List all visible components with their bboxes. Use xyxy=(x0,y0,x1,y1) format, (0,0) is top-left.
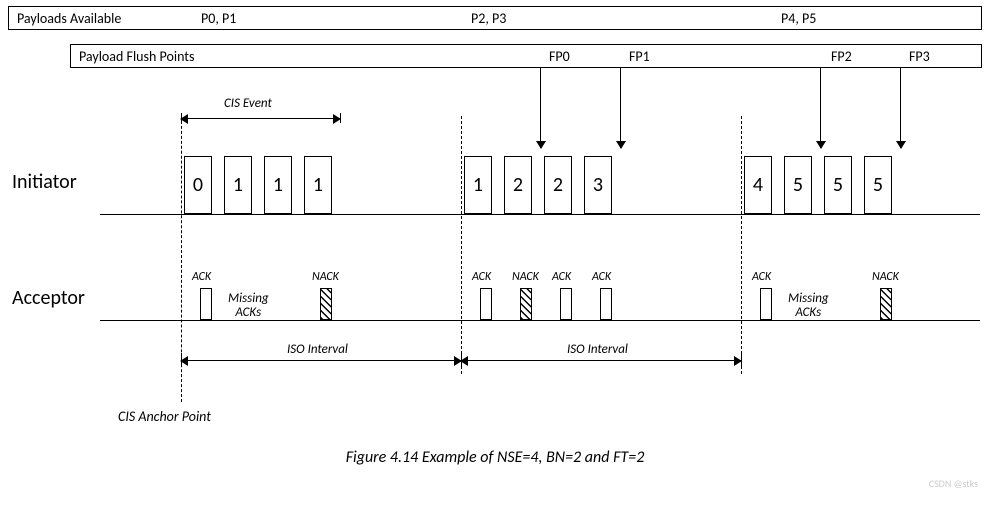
initiator-slot-1-2: 2 xyxy=(544,156,572,214)
flush-arrow-2 xyxy=(820,68,821,148)
cis-anchor-label: CIS Anchor Point xyxy=(118,408,211,425)
initiator-slot-0-3: 1 xyxy=(304,156,332,214)
flush-arrow-3 xyxy=(900,68,901,148)
watermark: CSDN @stks xyxy=(929,477,978,490)
acceptor-mini-label-2-0: ACK xyxy=(752,270,771,284)
initiator-slot-2-2: 5 xyxy=(824,156,852,214)
flush-points-label: Payload Flush Points xyxy=(79,48,194,65)
acceptor-mini-label-1-3: ACK xyxy=(592,270,611,284)
iso-interval-arrow-1 xyxy=(461,360,741,361)
acceptor-mini-1-1 xyxy=(520,288,532,320)
acceptor-mini-label-1-1: NACK xyxy=(512,270,539,284)
flush-arrow-0 xyxy=(540,68,541,148)
initiator-slot-2-1: 5 xyxy=(784,156,812,214)
acceptor-mini-0-1 xyxy=(320,288,332,320)
initiator-baseline xyxy=(100,214,980,215)
acceptor-mini-2-0 xyxy=(760,288,772,320)
acceptor-mini-label-0-1: NACK xyxy=(312,270,339,284)
acceptor-label: Acceptor xyxy=(12,286,85,310)
initiator-slot-2-3: 5 xyxy=(864,156,892,214)
flush-point-fp3: FP3 xyxy=(909,48,930,65)
iso-interval-label-0: ISO Interval xyxy=(287,342,348,357)
acceptor-mini-label-2-1: NACK xyxy=(872,270,899,284)
acceptor-mini-1-3 xyxy=(600,288,612,320)
iso-tick-1-1 xyxy=(741,353,742,367)
payloads-group-1: P2, P3 xyxy=(471,10,506,27)
flush-point-fp0: FP0 xyxy=(549,48,570,65)
event-boundary-1 xyxy=(461,116,462,374)
initiator-slot-0-2: 1 xyxy=(264,156,292,214)
iso-interval-label-1: ISO Interval xyxy=(567,342,628,357)
missing-acks-2: MissingACKs xyxy=(788,292,829,321)
acceptor-mini-0-0 xyxy=(200,288,212,320)
acceptor-mini-label-1-0: ACK xyxy=(472,270,491,284)
flush-point-fp2: FP2 xyxy=(831,48,852,65)
acceptor-mini-2-1 xyxy=(880,288,892,320)
iso-tick-0-0 xyxy=(181,353,182,367)
initiator-slot-0-1: 1 xyxy=(224,156,252,214)
cis-event-label: CIS Event xyxy=(224,96,272,111)
flush-points-bar: Payload Flush Points FP0 FP1 FP2 FP3 xyxy=(70,44,982,68)
initiator-slot-2-0: 4 xyxy=(744,156,772,214)
initiator-label: Initiator xyxy=(12,170,77,194)
acceptor-mini-label-0-0: ACK xyxy=(192,270,211,284)
figure-caption: Figure 4.14 Example of NSE=4, BN=2 and F… xyxy=(0,448,990,467)
initiator-slot-1-3: 3 xyxy=(584,156,612,214)
flush-arrow-1 xyxy=(620,68,621,148)
acceptor-mini-1-2 xyxy=(560,288,572,320)
acceptor-mini-label-1-2: ACK xyxy=(552,270,571,284)
missing-acks-0: MissingACKs xyxy=(228,292,269,321)
event-boundary-2 xyxy=(741,116,742,374)
cis-event-tick-right xyxy=(340,113,341,123)
acceptor-mini-1-0 xyxy=(480,288,492,320)
initiator-slot-1-1: 2 xyxy=(504,156,532,214)
payloads-available-label: Payloads Available xyxy=(17,10,121,27)
initiator-slot-0-0: 0 xyxy=(184,156,212,214)
flush-point-fp1: FP1 xyxy=(629,48,650,65)
payloads-group-2: P4, P5 xyxy=(781,10,816,27)
payloads-group-0: P0, P1 xyxy=(201,10,236,27)
payloads-available-bar: Payloads Available P0, P1 P2, P3 P4, P5 xyxy=(8,6,982,30)
cis-event-arrow xyxy=(181,118,340,119)
iso-tick-1-0 xyxy=(461,353,462,367)
initiator-slot-1-0: 1 xyxy=(464,156,492,214)
iso-interval-arrow-0 xyxy=(181,360,461,361)
